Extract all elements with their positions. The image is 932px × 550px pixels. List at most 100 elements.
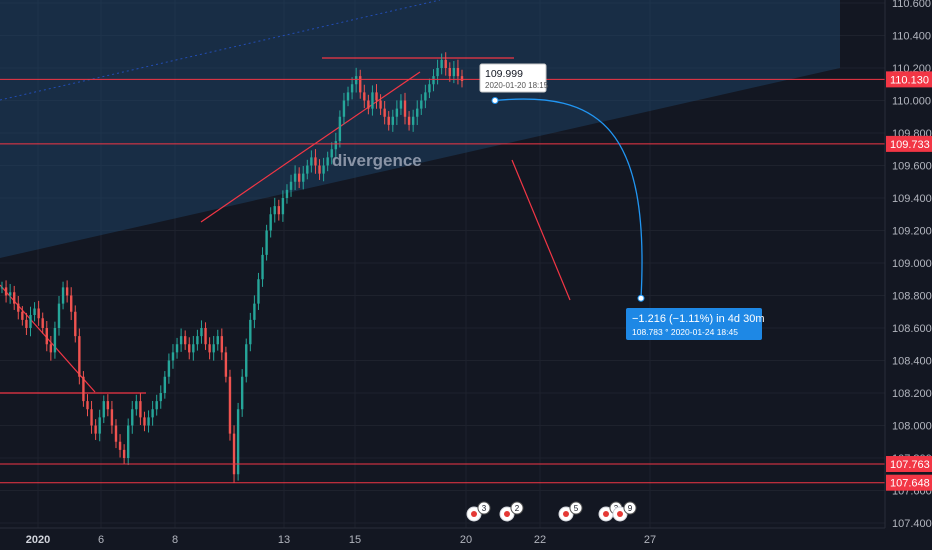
price-tick-label: 109.000 (892, 258, 932, 270)
time-tick-label: 15 (349, 534, 361, 546)
candle-body (330, 149, 333, 158)
candle-body (281, 198, 285, 215)
candle-body (183, 336, 187, 345)
candle-body (106, 401, 110, 410)
candle-body (41, 318, 44, 328)
candle-body (216, 336, 219, 345)
candle-body (245, 344, 248, 377)
candle-body (460, 76, 464, 81)
candle-body (440, 59, 443, 68)
candle-body (444, 59, 447, 68)
trend-line (511, 159, 571, 301)
price-tick-label: 110.600 (892, 0, 931, 10)
candle-body (257, 279, 260, 304)
candle-body (159, 393, 162, 402)
price-level-labels: 110.130 109.733 107.763 107.648 (886, 71, 932, 491)
candle-body (228, 376, 232, 434)
candle-body (204, 328, 207, 345)
candle-body (236, 409, 240, 475)
candle-body (37, 308, 40, 319)
time-tick-label: 22 (534, 534, 546, 546)
channel-fill[interactable] (0, 0, 840, 258)
candle-body (74, 311, 77, 337)
candle-body (86, 401, 89, 410)
candle-body (289, 181, 293, 190)
candle-body (13, 292, 16, 304)
candle-body (354, 76, 358, 85)
event-badges: 32539 (466, 501, 637, 522)
candle-body (273, 206, 276, 215)
candle-body (200, 328, 203, 337)
price-tick-label: 108.800 (892, 291, 932, 303)
price-tick-label: 108.200 (892, 388, 932, 400)
candle-body (114, 425, 118, 442)
candle-body (147, 417, 150, 426)
candle-body (98, 417, 101, 434)
candle-body (452, 68, 456, 77)
candle-body (249, 319, 252, 345)
time-axis-bg (0, 528, 932, 550)
trend-line (296, 71, 421, 157)
price-tick-label: 107.400 (892, 518, 932, 530)
candle-body (403, 100, 407, 117)
candle-body (45, 328, 48, 345)
projection-arc[interactable] (494, 98, 643, 299)
event-count-bubble (477, 501, 491, 515)
candle-body (367, 100, 370, 109)
price-tick-label: 108.600 (892, 323, 932, 335)
event-badge-dot (504, 511, 510, 517)
projection-end-point[interactable] (637, 294, 645, 302)
candle-body (212, 344, 215, 353)
candle-body (424, 92, 427, 101)
time-axis[interactable]: 2020 6 8 13 15 20 22 27 (26, 534, 656, 546)
candle-body (318, 165, 321, 174)
candle-body (33, 308, 36, 315)
candle-body (314, 157, 317, 166)
candle-body (57, 303, 61, 328)
candle-body (220, 336, 224, 353)
candle-body (293, 173, 297, 182)
candle-body (310, 157, 313, 166)
projection-target: 108.783 ° 2020-01-24 18:45 (632, 327, 738, 337)
candle-body (302, 173, 305, 182)
candle-body (196, 336, 199, 345)
candle-body (188, 344, 191, 353)
candle-body (383, 108, 386, 117)
candle-body (428, 84, 431, 93)
event-count-label: 5 (574, 504, 579, 513)
candle-body (285, 189, 289, 198)
candle-body (135, 401, 138, 410)
candle-body (338, 116, 342, 142)
candle-body (432, 76, 435, 85)
candle-body (82, 376, 85, 402)
candle-body (306, 165, 309, 174)
channel-upper-line[interactable] (0, 0, 441, 101)
time-tick-label: 2020 (26, 534, 50, 546)
candle-body (0, 287, 4, 289)
price-tick-label: 109.600 (892, 161, 932, 173)
projection-start-point[interactable] (491, 97, 499, 104)
candle-body (379, 100, 382, 109)
candle-body (420, 100, 423, 109)
price-tick-label: 108.400 (892, 356, 932, 368)
projection-label: −1.216 (−1.11%) in 4d 30m 108.783 ° 2020… (626, 308, 765, 340)
price-tick-label: 110.400 (892, 31, 931, 43)
candle-body (334, 141, 338, 150)
candle-body (78, 336, 81, 377)
candle-body (253, 303, 256, 320)
candle-body (122, 449, 126, 458)
price-level-label: 107.763 (890, 459, 930, 471)
crosshair-label: 109.999 2020-01-20 18:15 (479, 63, 549, 93)
price-tick-label: 110.000 (892, 96, 931, 108)
candle-body (139, 401, 142, 418)
candle-body (179, 336, 183, 345)
event-badge-dot (563, 511, 569, 517)
candle-body (277, 206, 281, 215)
price-level-tag (886, 474, 932, 491)
candle-body (342, 100, 346, 117)
divergence-annotation[interactable]: divergence (332, 151, 422, 170)
candle-body (411, 116, 415, 125)
time-tick-label: 8 (172, 534, 178, 546)
